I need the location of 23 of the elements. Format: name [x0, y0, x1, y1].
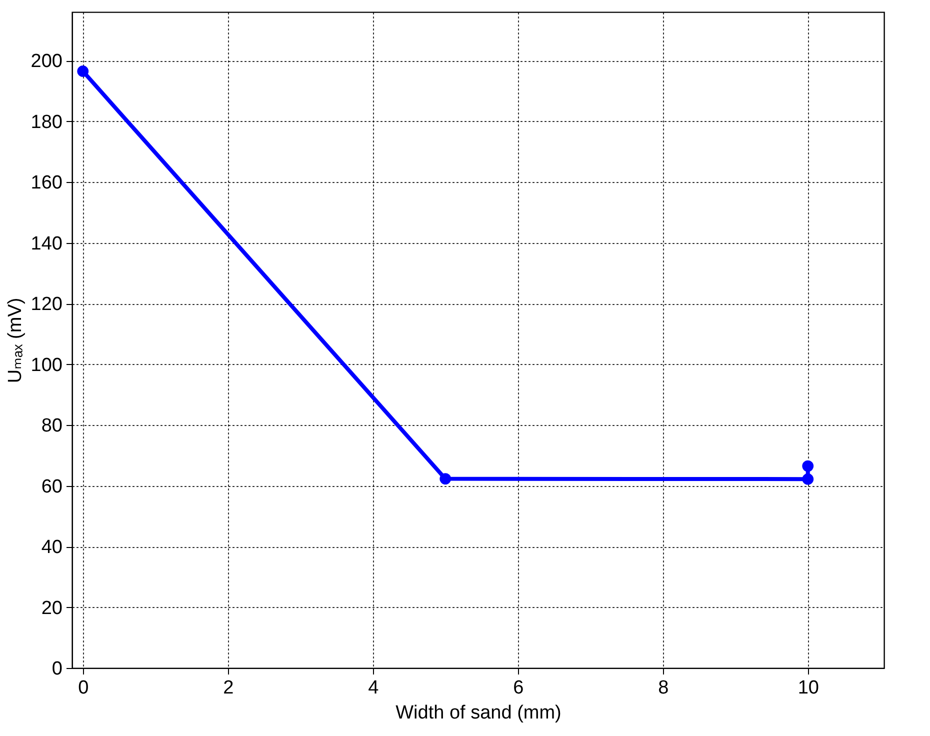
x-tick-label: 0 [78, 678, 89, 698]
y-tick-label: 80 [41, 416, 62, 437]
x-tick-label: 10 [798, 678, 819, 698]
y-tick-label: 20 [41, 598, 62, 619]
y-tick-label: 200 [30, 51, 62, 72]
y-tick-label: 180 [30, 112, 62, 133]
point [802, 473, 814, 485]
x-tick-label: 2 [223, 678, 234, 698]
y-tick-label: 160 [30, 172, 62, 194]
x-axis-title: Width of sand (mm) [396, 702, 562, 724]
y-axis-title: Uₘₐₓ (mV) [4, 298, 26, 384]
x-tick-label: 8 [658, 678, 669, 698]
x-tick-label: 4 [368, 678, 380, 698]
y-tick-label: 140 [30, 233, 62, 254]
x-tick-label: 6 [513, 678, 524, 698]
y-tick-label: 60 [41, 476, 62, 498]
point [77, 66, 89, 77]
y-tick-label: 120 [30, 294, 62, 316]
point [802, 460, 814, 472]
y-tick-label: 0 [52, 658, 62, 680]
y-tick-label: 100 [30, 354, 62, 376]
point [440, 473, 452, 484]
y-tick-label: 40 [41, 537, 62, 558]
